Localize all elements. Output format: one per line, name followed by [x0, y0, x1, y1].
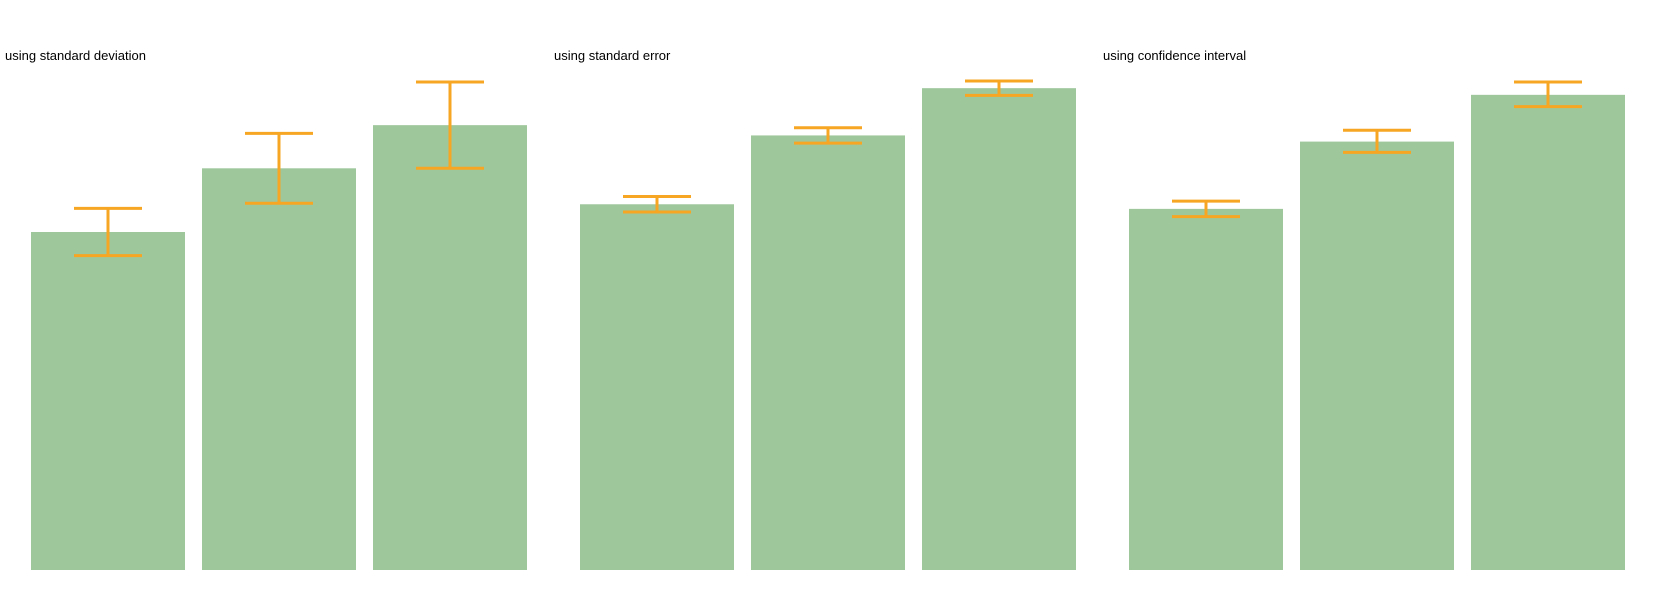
bar [373, 125, 527, 570]
bar [202, 168, 356, 570]
error-bar [74, 206, 142, 258]
error-bar [1172, 199, 1240, 219]
error-bar [1514, 80, 1582, 109]
panel-confidence-interval: using confidence interval [1103, 48, 1625, 570]
error-bar [965, 79, 1033, 97]
error-bar [623, 195, 691, 214]
bar [1129, 208, 1283, 570]
bar [1471, 94, 1625, 570]
panel-std-error: using standard error [554, 48, 1076, 570]
bar [1300, 141, 1454, 570]
error-bar [1343, 128, 1411, 154]
error-bar [794, 126, 862, 145]
bar [751, 135, 905, 570]
error-bar [245, 131, 313, 205]
panel-title: using confidence interval [1103, 48, 1246, 63]
error-bar [416, 80, 484, 170]
bar [922, 88, 1076, 570]
panel-title: using standard error [554, 48, 671, 63]
bar [580, 204, 734, 570]
panel-std-deviation: using standard deviation [5, 48, 527, 570]
panel-title: using standard deviation [5, 48, 146, 63]
bar [31, 231, 185, 570]
